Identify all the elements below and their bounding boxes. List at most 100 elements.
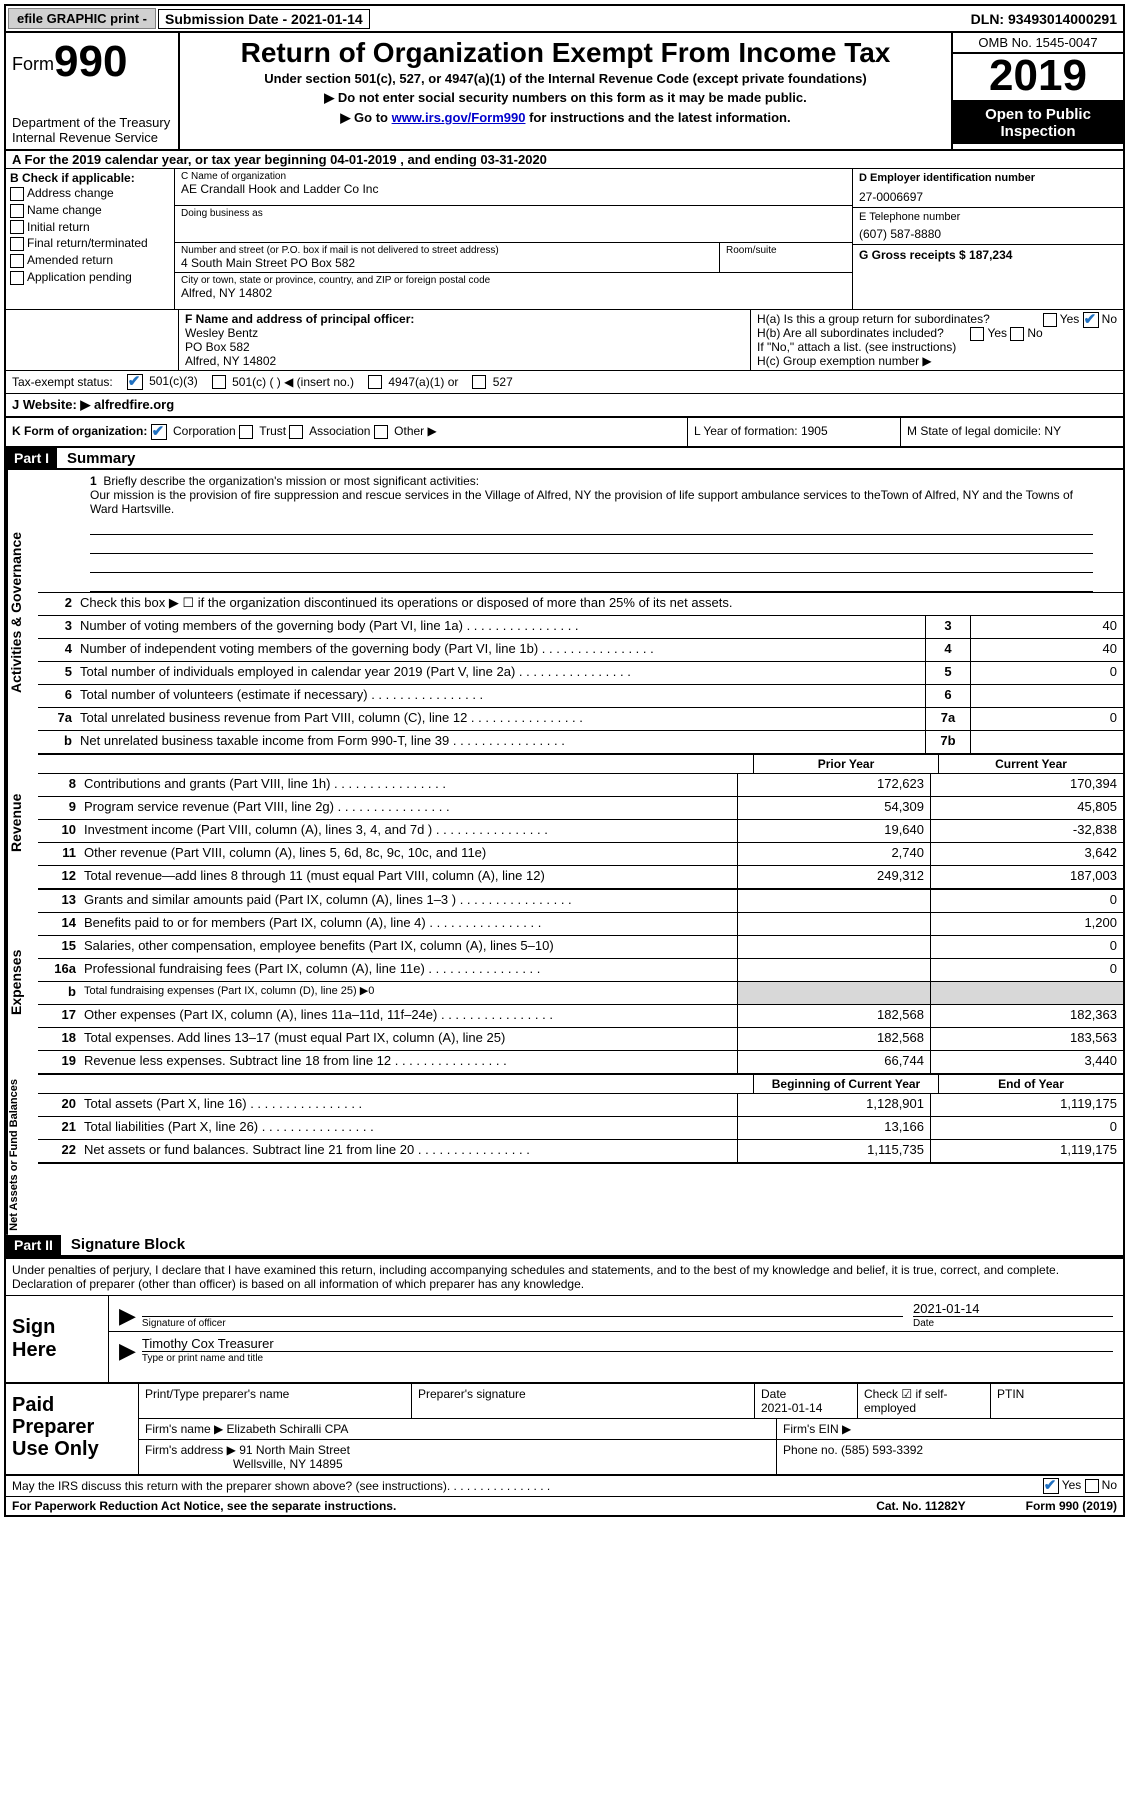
officer-addr2: Alfred, NY 14802 [185, 354, 744, 368]
ein: 27-0006697 [859, 190, 1117, 204]
line-12: Total revenue—add lines 8 through 11 (mu… [80, 866, 737, 888]
efile-print-button[interactable]: efile GRAPHIC print - [8, 8, 156, 29]
hdr-boy: Beginning of Current Year [753, 1075, 938, 1093]
line-8: Contributions and grants (Part VIII, lin… [80, 774, 737, 796]
chk-association[interactable] [289, 425, 303, 439]
line-7a-val: 0 [970, 708, 1123, 730]
line-21: Total liabilities (Part X, line 26) [80, 1117, 737, 1139]
discuss-row: May the IRS discuss this return with the… [6, 1476, 1123, 1497]
line-19: Revenue less expenses. Subtract line 18 … [80, 1051, 737, 1073]
dba-label: Doing business as [181, 208, 846, 219]
box-b-label: B Check if applicable: [10, 171, 170, 185]
header-year-box: OMB No. 1545-0047 2019 Open to Public In… [951, 33, 1123, 149]
hdr-prior-year: Prior Year [753, 755, 938, 773]
prep-date: 2021-01-14 [761, 1401, 851, 1415]
side-expenses: Expenses [6, 890, 38, 1075]
side-net-assets: Net Assets or Fund Balances [6, 1075, 38, 1235]
submission-date: Submission Date - 2021-01-14 [158, 9, 370, 29]
form-number: 990 [54, 37, 127, 86]
org-name-label: C Name of organization [181, 171, 846, 182]
room-label: Room/suite [726, 245, 846, 256]
header: Form990 Department of the Treasury Inter… [6, 33, 1123, 151]
activities-governance: Activities & Governance 1 Briefly descri… [6, 470, 1123, 755]
firm-ein-label: Firm's EIN ▶ [777, 1419, 1123, 1439]
box-f-label: F Name and address of principal officer: [185, 312, 744, 326]
line-6: Total number of volunteers (estimate if … [76, 685, 925, 707]
state-domicile: M State of legal domicile: NY [900, 418, 1123, 446]
chk-discuss-no[interactable] [1085, 1479, 1099, 1493]
chk-trust[interactable] [239, 425, 253, 439]
penalty-statement: Under penalties of perjury, I declare th… [6, 1257, 1123, 1295]
tax-year: 2019 [953, 54, 1123, 102]
sign-date-label: Date [913, 1316, 1113, 1329]
part-1-title: Summary [57, 450, 135, 467]
website-row: J Website: ▶ alfredfire.org [6, 394, 1123, 418]
box-h-c: H(c) Group exemption number ▶ [757, 354, 1117, 368]
street-address: 4 South Main Street PO Box 582 [181, 256, 713, 270]
header-title-box: Return of Organization Exempt From Incom… [180, 33, 951, 149]
line-15: Salaries, other compensation, employee b… [80, 936, 737, 958]
form-label: Form [12, 54, 54, 74]
sign-here-block: Sign Here ▶ Signature of officer 2021-01… [6, 1295, 1123, 1384]
sig-officer-label: Signature of officer [142, 1316, 903, 1329]
paid-preparer-block: Paid Preparer Use Only Print/Type prepar… [6, 1384, 1123, 1476]
chk-4947[interactable] [368, 375, 382, 389]
mission-text: Our mission is the provision of fire sup… [90, 488, 1093, 516]
k-label: K Form of organization: [12, 424, 147, 438]
line-3: Number of voting members of the governin… [76, 616, 925, 638]
prep-sig-hdr: Preparer's signature [412, 1384, 755, 1418]
paid-preparer-label: Paid Preparer Use Only [6, 1384, 139, 1474]
chk-application-pending[interactable]: Application pending [10, 269, 170, 286]
line-20: Total assets (Part X, line 16) [80, 1094, 737, 1116]
row-k: K Form of organization: Corporation Trus… [6, 418, 1123, 448]
irs-link[interactable]: www.irs.gov/Form990 [392, 110, 526, 125]
org-name: AE Crandall Hook and Ladder Co Inc [181, 182, 846, 196]
chk-other[interactable] [374, 425, 388, 439]
page-footer: For Paperwork Reduction Act Notice, see … [6, 1497, 1123, 1515]
phone: (607) 587-8880 [859, 227, 1117, 241]
gross-receipts: G Gross receipts $ 187,234 [859, 248, 1117, 262]
mission-block: 1 Briefly describe the organization's mi… [38, 470, 1123, 592]
chk-501c3[interactable] [127, 374, 143, 390]
chk-name-change[interactable]: Name change [10, 202, 170, 219]
line-17: Other expenses (Part IX, column (A), lin… [80, 1005, 737, 1027]
part-2-title: Signature Block [61, 1236, 185, 1253]
expenses-section: Expenses 13Grants and similar amounts pa… [6, 890, 1123, 1075]
chk-corporation[interactable] [151, 424, 167, 440]
addr-label: Number and street (or P.O. box if mail i… [181, 245, 713, 256]
box-b: B Check if applicable: Address change Na… [6, 169, 175, 309]
side-activities: Activities & Governance [6, 470, 38, 755]
chk-final-return[interactable]: Final return/terminated [10, 235, 170, 252]
firm-addr2: Wellsville, NY 14895 [145, 1457, 770, 1471]
net-assets-section: Net Assets or Fund Balances Beginning of… [6, 1075, 1123, 1235]
line-4: Number of independent voting members of … [76, 639, 925, 661]
line-4-val: 40 [970, 639, 1123, 661]
line-16b: Total fundraising expenses (Part IX, col… [80, 982, 737, 1004]
chk-501c[interactable] [212, 375, 226, 389]
box-h-b-note: If "No," attach a list. (see instruction… [757, 340, 1117, 354]
firm-name: Elizabeth Schiralli CPA [227, 1422, 349, 1436]
org-info-section: B Check if applicable: Address change Na… [6, 169, 1123, 310]
chk-527[interactable] [472, 375, 486, 389]
hdr-current-year: Current Year [938, 755, 1123, 773]
chk-discuss-yes[interactable] [1043, 1478, 1059, 1494]
officer-name: Wesley Bentz [185, 326, 744, 340]
chk-initial-return[interactable]: Initial return [10, 219, 170, 236]
ein-label: D Employer identification number [859, 172, 1117, 184]
part-2-header: Part II Signature Block [6, 1235, 1123, 1257]
line-3-val: 40 [970, 616, 1123, 638]
box-d: D Employer identification number 27-0006… [852, 169, 1123, 309]
line-2: Check this box ▶ ☐ if the organization d… [76, 593, 1123, 615]
line-9: Program service revenue (Part VIII, line… [80, 797, 737, 819]
form-990-page: efile GRAPHIC print - Submission Date - … [4, 4, 1125, 1517]
sign-date: 2021-01-14 [913, 1301, 1113, 1316]
taxexempt-label: Tax-exempt status: [12, 375, 113, 389]
line-a: A For the 2019 calendar year, or tax yea… [6, 151, 1123, 169]
line-11: Other revenue (Part VIII, column (A), li… [80, 843, 737, 865]
chk-amended-return[interactable]: Amended return [10, 252, 170, 269]
sign-here-label: Sign Here [6, 1296, 109, 1382]
side-revenue: Revenue [6, 755, 38, 890]
dept-treasury: Department of the Treasury [12, 115, 172, 130]
chk-address-change[interactable]: Address change [10, 185, 170, 202]
line-5: Total number of individuals employed in … [76, 662, 925, 684]
